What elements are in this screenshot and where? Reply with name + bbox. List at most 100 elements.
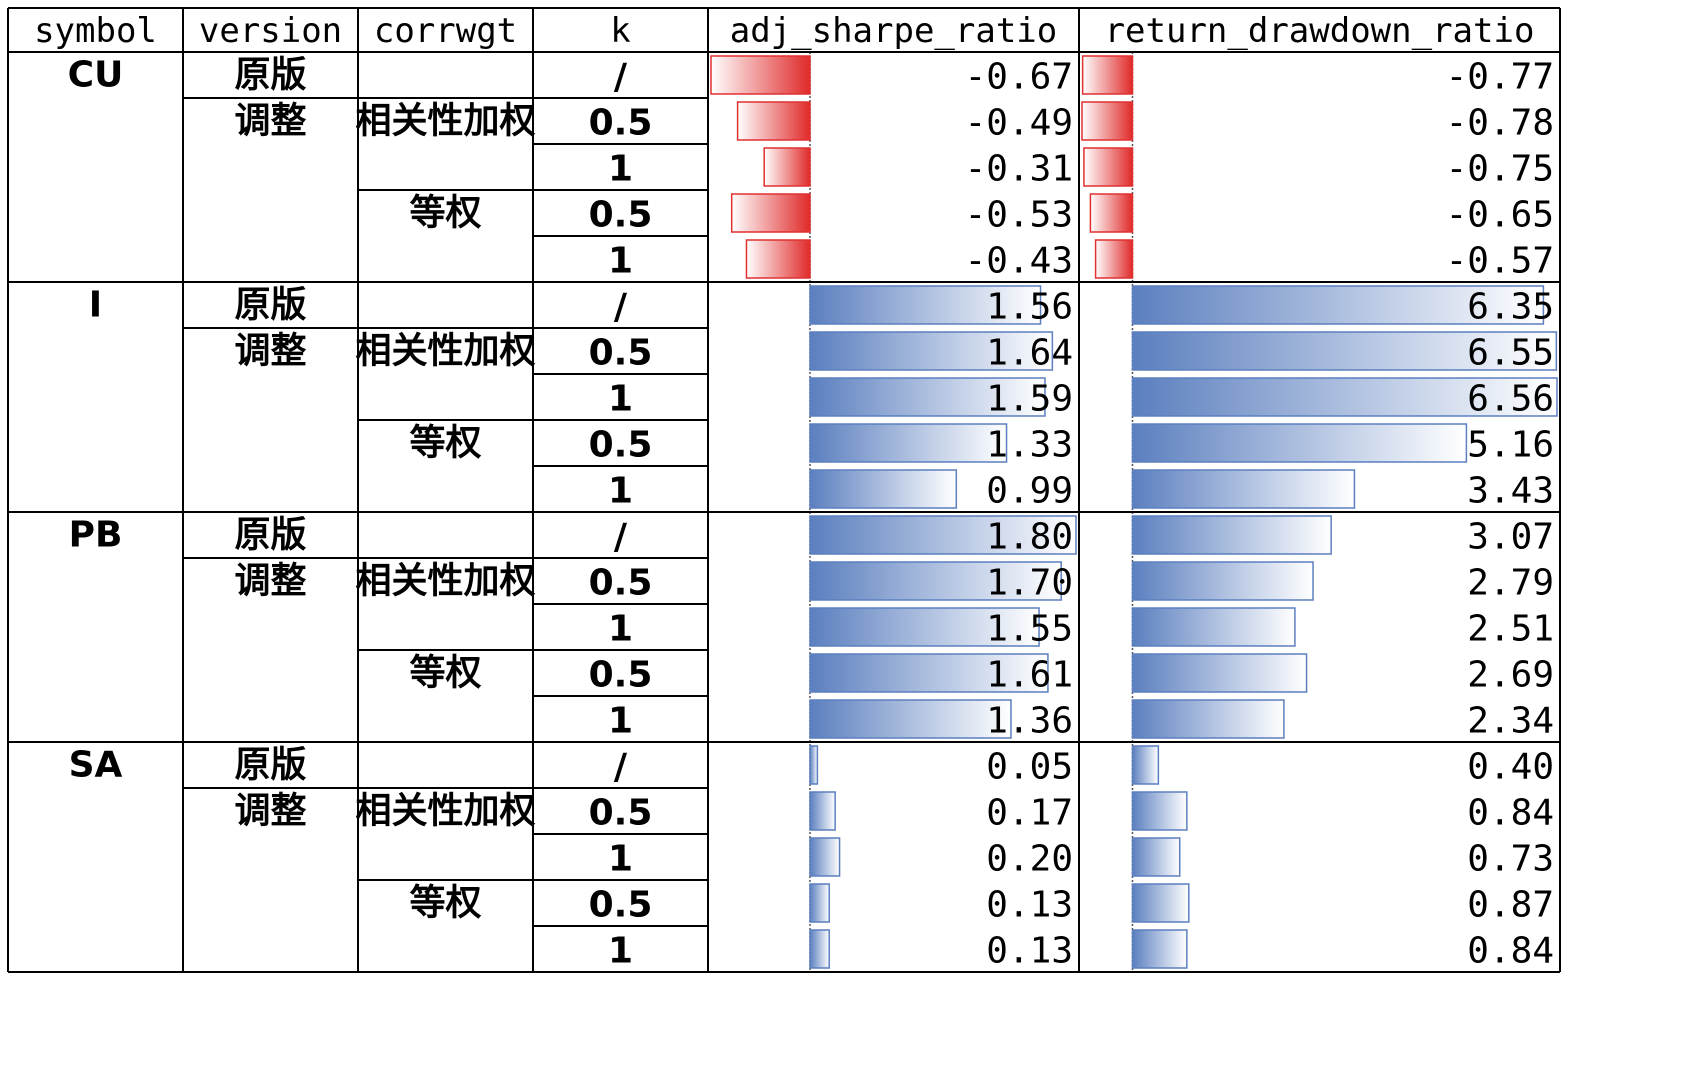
adj_sharpe_ratio-bar	[710, 55, 811, 95]
adj-sharpe-value: 0.20	[986, 839, 1073, 880]
return-drawdown-value: -0.57	[1446, 241, 1554, 282]
return-drawdown-value: 3.43	[1467, 471, 1554, 512]
return-drawdown-value: 0.40	[1467, 747, 1554, 788]
adj_sharpe_ratio-bar	[745, 239, 811, 279]
adj_sharpe_ratio-bar	[809, 607, 1040, 647]
adj-sharpe-value: 1.59	[986, 379, 1073, 420]
return-drawdown-value: 2.69	[1467, 655, 1554, 696]
corrwgt-cell: 相关性加权	[355, 561, 535, 602]
k-cell: 1	[608, 471, 633, 512]
k-cell: /	[614, 747, 628, 788]
return_drawdown_ratio-bar	[1131, 653, 1308, 693]
adj-sharpe-value: 1.80	[986, 517, 1073, 558]
return_drawdown_ratio-bar	[1131, 791, 1188, 831]
cell-text-layer: symbol version corrwgt k adj_sharpe_ratio ret…	[34, 11, 1554, 972]
header-corrwgt: corrwgt	[374, 11, 517, 51]
return_drawdown_ratio-bar	[1131, 607, 1296, 647]
return_drawdown_ratio-bar	[1081, 101, 1134, 141]
version-cell: 原版	[234, 55, 306, 96]
return-drawdown-value: -0.65	[1446, 195, 1554, 236]
return-drawdown-value: 2.51	[1467, 609, 1554, 650]
return_drawdown_ratio-bar	[1131, 285, 1545, 325]
adj_sharpe_ratio-bar	[809, 653, 1049, 693]
corrwgt-cell: 等权	[409, 653, 481, 694]
adj-sharpe-value: 0.99	[986, 471, 1073, 512]
corrwgt-cell: 等权	[409, 193, 481, 234]
return-drawdown-value: 6.56	[1467, 379, 1554, 420]
k-cell: 1	[608, 839, 633, 880]
symbol-cell: PB	[69, 515, 123, 556]
adj_sharpe_ratio-bar	[809, 469, 958, 509]
version-cell: 调整	[234, 791, 306, 832]
corrwgt-cell: 相关性加权	[355, 331, 535, 372]
return_drawdown_ratio-bar	[1083, 147, 1134, 187]
return-drawdown-value: 6.55	[1467, 333, 1554, 374]
return-drawdown-value: 0.73	[1467, 839, 1554, 880]
corrwgt-cell: 等权	[409, 883, 481, 924]
adj-sharpe-value: 1.33	[986, 425, 1073, 466]
return-drawdown-value: 0.87	[1467, 885, 1554, 926]
return_drawdown_ratio-bar	[1131, 331, 1558, 371]
k-cell: 1	[608, 149, 633, 190]
return-drawdown-value: 2.34	[1467, 701, 1554, 742]
k-cell: 0.5	[589, 103, 653, 144]
adj-sharpe-value: -0.31	[965, 149, 1073, 190]
version-cell: 调整	[234, 331, 306, 372]
k-cell: 0.5	[589, 333, 653, 374]
return_drawdown_ratio-bar	[1131, 377, 1558, 417]
adj_sharpe_ratio-bar	[730, 193, 811, 233]
k-cell: 1	[608, 931, 633, 972]
adj-sharpe-value: 1.64	[986, 333, 1073, 374]
header-adj-sharpe-ratio: adj_sharpe_ratio	[730, 11, 1058, 51]
adj_sharpe_ratio-bar	[809, 837, 841, 877]
return_drawdown_ratio-bar	[1131, 515, 1332, 555]
corrwgt-cell: 相关性加权	[355, 101, 535, 142]
adj-sharpe-value: 0.13	[986, 931, 1073, 972]
return_drawdown_ratio-bar	[1094, 239, 1134, 279]
adj_sharpe_ratio-bar	[763, 147, 811, 187]
return-drawdown-value: 6.35	[1467, 287, 1554, 328]
adj_sharpe_ratio-bar	[809, 423, 1008, 463]
k-cell: 0.5	[589, 655, 653, 696]
return-drawdown-value: -0.77	[1446, 57, 1554, 98]
adj-sharpe-value: 1.56	[986, 287, 1073, 328]
symbol-cell: SA	[69, 745, 123, 786]
k-cell: 0.5	[589, 195, 653, 236]
symbol-cell: I	[89, 285, 102, 326]
adj-sharpe-value: 1.36	[986, 701, 1073, 742]
return-drawdown-value: 0.84	[1467, 931, 1554, 972]
adj-sharpe-value: -0.43	[965, 241, 1073, 282]
return_drawdown_ratio-bar	[1131, 883, 1190, 923]
adj-sharpe-value: 0.13	[986, 885, 1073, 926]
adj_sharpe_ratio-bar	[809, 377, 1046, 417]
version-cell: 调整	[234, 101, 306, 142]
k-cell: /	[614, 57, 628, 98]
return-drawdown-value: 5.16	[1467, 425, 1554, 466]
version-cell: 原版	[234, 285, 306, 326]
adj_sharpe_ratio-bar	[809, 929, 830, 969]
adj-sharpe-value: -0.67	[965, 57, 1073, 98]
grid-lines-layer	[7, 7, 1561, 973]
k-cell: 1	[608, 609, 633, 650]
adj_sharpe_ratio-bar	[809, 331, 1054, 371]
k-cell: /	[614, 517, 628, 558]
version-cell: 原版	[234, 745, 306, 786]
header-return-drawdown-ratio: return_drawdown_ratio	[1105, 11, 1535, 51]
return_drawdown_ratio-bar	[1131, 837, 1181, 877]
k-cell: /	[614, 287, 628, 328]
return_drawdown_ratio-bar	[1131, 929, 1188, 969]
adj-sharpe-value: 1.70	[986, 563, 1073, 604]
adj-sharpe-value: 1.55	[986, 609, 1073, 650]
adj_sharpe_ratio-bar	[809, 515, 1077, 555]
return_drawdown_ratio-bar	[1089, 193, 1134, 233]
k-cell: 1	[608, 241, 633, 282]
return-drawdown-value: 0.84	[1467, 793, 1554, 834]
adj_sharpe_ratio-bar	[809, 699, 1012, 739]
version-cell: 原版	[234, 515, 306, 556]
data-bars-layer	[710, 52, 1558, 972]
adj-sharpe-value: -0.49	[965, 103, 1073, 144]
header-symbol: symbol	[34, 11, 157, 51]
return-drawdown-value: -0.75	[1446, 149, 1554, 190]
adj-sharpe-value: 0.05	[986, 747, 1073, 788]
